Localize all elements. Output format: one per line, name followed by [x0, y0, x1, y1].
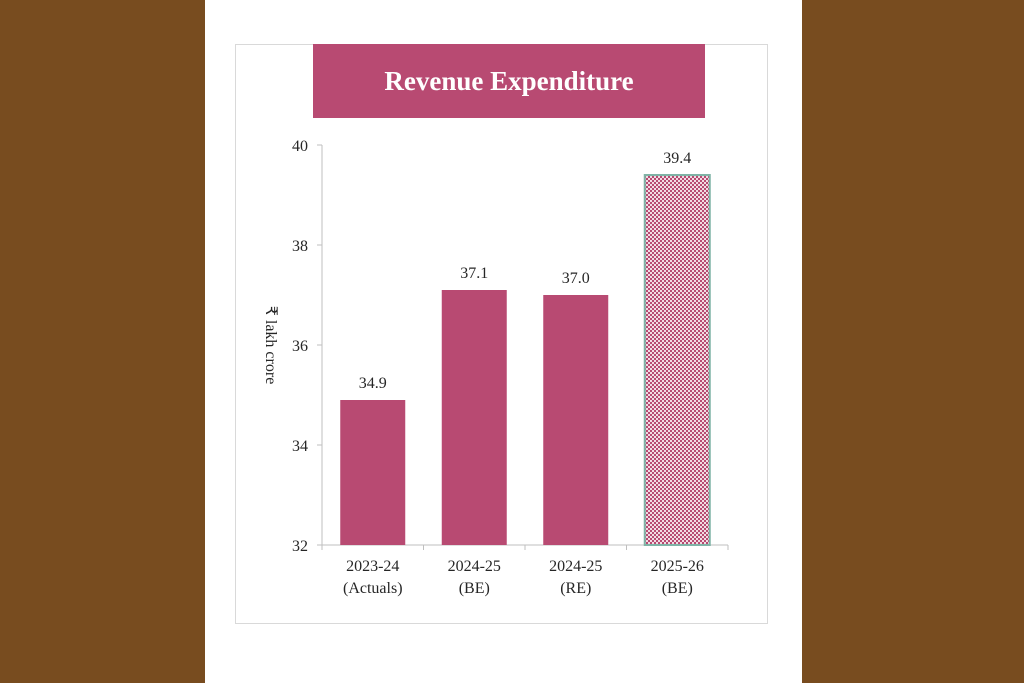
x-tick-label: (Actuals)	[343, 580, 403, 597]
y-tick-label: 32	[292, 538, 308, 555]
x-tick-label: (RE)	[560, 580, 591, 597]
labels: 34.9 2023-24 (Actuals) 37.1 2024-25 (BE) 37.0 2…	[343, 150, 704, 597]
x-tick-label: 2024-25	[549, 558, 602, 575]
y-tick-label: 36	[292, 338, 308, 355]
x-tick-label: (BE)	[459, 580, 490, 597]
chart-title: Revenue Expenditure	[313, 44, 705, 118]
bar	[543, 295, 609, 545]
x-tick-label: 2024-25	[448, 558, 501, 575]
x-tick-label: 2025-26	[651, 558, 704, 575]
bar	[643, 174, 711, 546]
data-label: 37.0	[562, 270, 590, 287]
bar	[441, 290, 507, 545]
data-label: 39.4	[663, 150, 691, 167]
y-tick-label: 40	[292, 138, 308, 155]
axes: 32 34 36 38 40 ₹ lakh crore	[262, 138, 729, 555]
data-label: 37.1	[460, 265, 488, 282]
y-tick-label: 34	[292, 438, 308, 455]
bar	[340, 400, 406, 545]
y-axis-title: ₹ lakh crore	[262, 306, 279, 385]
x-tick-label: 2023-24	[346, 558, 399, 575]
bars	[340, 174, 711, 546]
x-tick-label: (BE)	[662, 580, 693, 597]
data-label: 34.9	[359, 375, 387, 392]
y-tick-label: 38	[292, 238, 308, 255]
